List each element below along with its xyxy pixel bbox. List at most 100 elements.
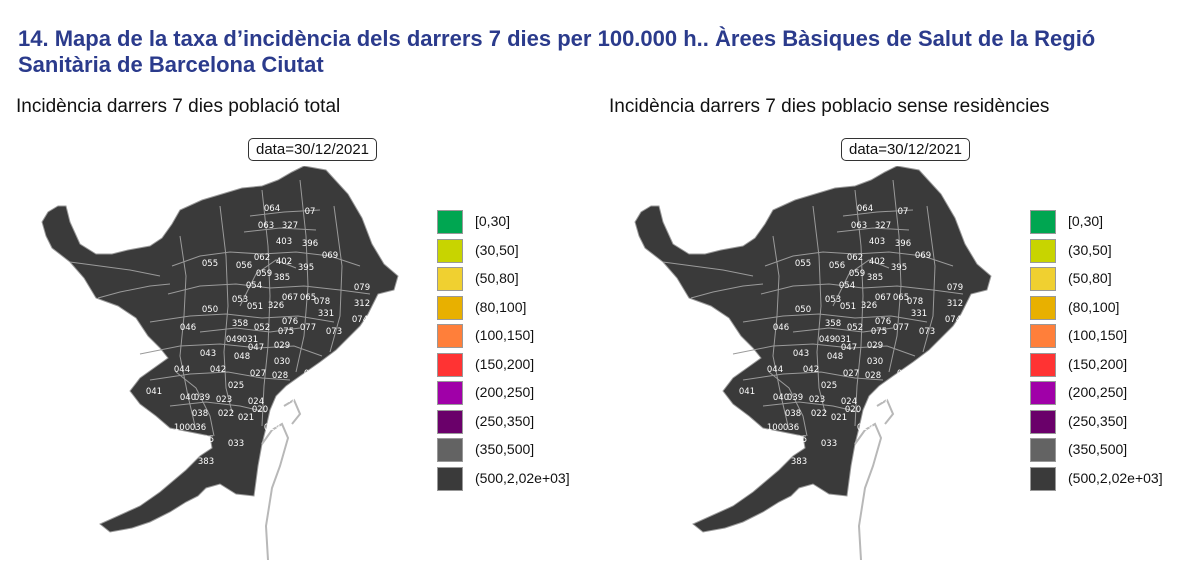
area-code-label: 024 (248, 397, 264, 407)
area-code-label: 072 (937, 349, 953, 359)
legend-label: (80,100] (475, 298, 527, 315)
area-code-label: 064 (857, 204, 873, 214)
area-code-label: 403 (276, 237, 292, 247)
area-code-label: 020 (845, 405, 861, 415)
area-code-label: 022 (218, 409, 234, 419)
area-code-label: 053 (232, 295, 248, 305)
area-code-label: 07 (898, 207, 909, 217)
area-code-label: 033 (821, 439, 837, 449)
area-code-label: 019 (857, 423, 873, 433)
legend-swatch (437, 267, 463, 291)
area-code-label: 050 (795, 305, 811, 315)
area-code-label: 027 (843, 369, 859, 379)
area-code-label: 383 (791, 457, 807, 467)
area-code-label: 028 (865, 371, 881, 381)
area-code-label: 045 (695, 311, 711, 321)
area-code-label: 025 (228, 381, 244, 391)
area-code-label: 100 (174, 423, 190, 433)
area-code-label: 052 (847, 323, 863, 333)
area-code-label: 044 (174, 365, 190, 375)
legend-label: (200,250] (1068, 384, 1128, 400)
panel-title: Incidència darrers 7 dies poblacio sense… (609, 96, 1050, 117)
area-code-label: 069 (915, 251, 931, 261)
legend-label: (350,500] (1068, 441, 1128, 457)
legend-swatch (1030, 267, 1056, 291)
city-outline (41, 166, 399, 533)
legend-swatch (1030, 324, 1056, 348)
area-code-label: 383 (198, 457, 214, 467)
area-code-label: 049 (819, 335, 835, 345)
area-code-label: 030 (274, 357, 290, 367)
area-code-label: 056 (829, 261, 845, 271)
legend-swatch (437, 438, 463, 462)
area-code-label: 017 (873, 395, 889, 405)
area-code-label: 402 (869, 257, 885, 267)
area-code-label: 052 (254, 323, 270, 333)
legend-swatch (437, 352, 463, 377)
area-code-label: 050 (202, 305, 218, 315)
area-code-label: 326 (268, 301, 284, 311)
area-code-label: 402 (276, 257, 292, 267)
area-code-label: 073 (326, 327, 342, 337)
port-area (261, 398, 302, 561)
area-code-label: 041 (146, 387, 162, 397)
legend-label: (80,100] (1068, 298, 1120, 315)
legend-label: (200,250] (475, 384, 535, 400)
legend-label: (250,350] (1068, 412, 1128, 429)
area-code-label: 312 (947, 299, 963, 309)
area-code-label: 067 (875, 293, 891, 303)
legend-label: [0,30] (1068, 213, 1104, 229)
legend-swatch (1030, 238, 1056, 263)
area-code-label: 049 (226, 335, 242, 345)
area-code-label: 079 (947, 283, 963, 293)
legend-swatch (1030, 466, 1056, 491)
legend-label: (500,2,02e+03] (475, 469, 570, 486)
panel-title: Incidència darrers 7 dies població total (16, 96, 341, 117)
area-code-label: 028 (272, 371, 288, 381)
area-code-label: 327 (875, 221, 891, 231)
area-code-label: 046 (180, 323, 196, 333)
page-title: 14. Mapa de la taxa d’incidència dels da… (18, 26, 1096, 77)
area-code-label: 020 (252, 405, 268, 415)
area-code-label: 403 (869, 237, 885, 247)
legend-label: (100,150] (475, 327, 535, 343)
area-code-label: 07 (305, 207, 316, 217)
legend-label: (30,50] (1068, 241, 1112, 258)
area-code-label: 054 (246, 281, 262, 291)
area-code-label: 074 (945, 315, 961, 325)
area-code-label: 077 (300, 323, 316, 333)
area-code-label: 046 (773, 323, 789, 333)
area-code-label: 036 (783, 423, 799, 433)
area-code-label: 062 (254, 253, 270, 263)
legend-swatch (437, 210, 463, 234)
area-code-label: 027 (250, 369, 266, 379)
area-code-label: 056 (236, 261, 252, 271)
legend-label: (500,2,02e+03] (1068, 469, 1163, 486)
area-code-label: 051 (247, 302, 263, 312)
area-code-label: 031 (835, 335, 851, 345)
area-code-label: 396 (895, 239, 911, 249)
area-code-label: 072 (344, 349, 360, 359)
area-code-label: 047 (841, 343, 857, 353)
area-code-label: 326 (861, 301, 877, 311)
area-code-label: 078 (314, 297, 330, 307)
area-code-label: 069 (322, 251, 338, 261)
port-area (854, 398, 895, 561)
area-code-label: 041 (739, 387, 755, 397)
legend-swatch (437, 324, 463, 348)
area-code-label: 073 (919, 327, 935, 337)
area-code-label: 019 (264, 423, 280, 433)
area-code-label: 053 (825, 295, 841, 305)
area-code-label: 062 (847, 253, 863, 263)
area-code-label: 017 (280, 395, 296, 405)
legend-label: (150,200] (475, 355, 535, 372)
legend-swatch (1030, 295, 1056, 320)
legend-label: (100,150] (1068, 327, 1128, 343)
area-code-label: 035 (791, 435, 807, 445)
area-code-label: 063 (851, 221, 867, 231)
legend-label: (30,50] (475, 241, 519, 258)
